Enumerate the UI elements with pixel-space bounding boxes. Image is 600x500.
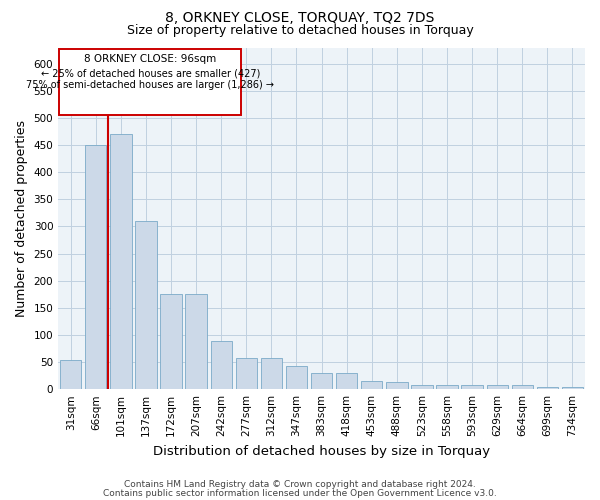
Bar <box>336 373 358 389</box>
Bar <box>537 387 558 389</box>
Text: Contains HM Land Registry data © Crown copyright and database right 2024.: Contains HM Land Registry data © Crown c… <box>124 480 476 489</box>
FancyBboxPatch shape <box>59 48 241 116</box>
Text: 8 ORKNEY CLOSE: 96sqm: 8 ORKNEY CLOSE: 96sqm <box>84 54 217 64</box>
Y-axis label: Number of detached properties: Number of detached properties <box>15 120 28 317</box>
Bar <box>361 381 382 389</box>
Bar <box>311 373 332 389</box>
Bar <box>160 294 182 389</box>
Bar <box>286 366 307 389</box>
Bar <box>185 294 207 389</box>
Text: Size of property relative to detached houses in Torquay: Size of property relative to detached ho… <box>127 24 473 37</box>
Bar <box>512 385 533 389</box>
Text: 75% of semi-detached houses are larger (1,286) →: 75% of semi-detached houses are larger (… <box>26 80 274 90</box>
X-axis label: Distribution of detached houses by size in Torquay: Distribution of detached houses by size … <box>153 444 490 458</box>
Bar <box>436 385 458 389</box>
Bar <box>136 220 157 389</box>
Bar <box>562 387 583 389</box>
Bar <box>261 358 282 389</box>
Bar <box>386 382 407 389</box>
Bar <box>411 385 433 389</box>
Text: ← 25% of detached houses are smaller (427): ← 25% of detached houses are smaller (42… <box>41 68 260 78</box>
Bar <box>211 342 232 389</box>
Bar <box>85 145 106 389</box>
Text: Contains public sector information licensed under the Open Government Licence v3: Contains public sector information licen… <box>103 488 497 498</box>
Bar <box>236 358 257 389</box>
Bar <box>487 386 508 389</box>
Bar <box>60 360 82 389</box>
Bar <box>461 385 483 389</box>
Bar <box>110 134 131 389</box>
Text: 8, ORKNEY CLOSE, TORQUAY, TQ2 7DS: 8, ORKNEY CLOSE, TORQUAY, TQ2 7DS <box>166 11 434 25</box>
